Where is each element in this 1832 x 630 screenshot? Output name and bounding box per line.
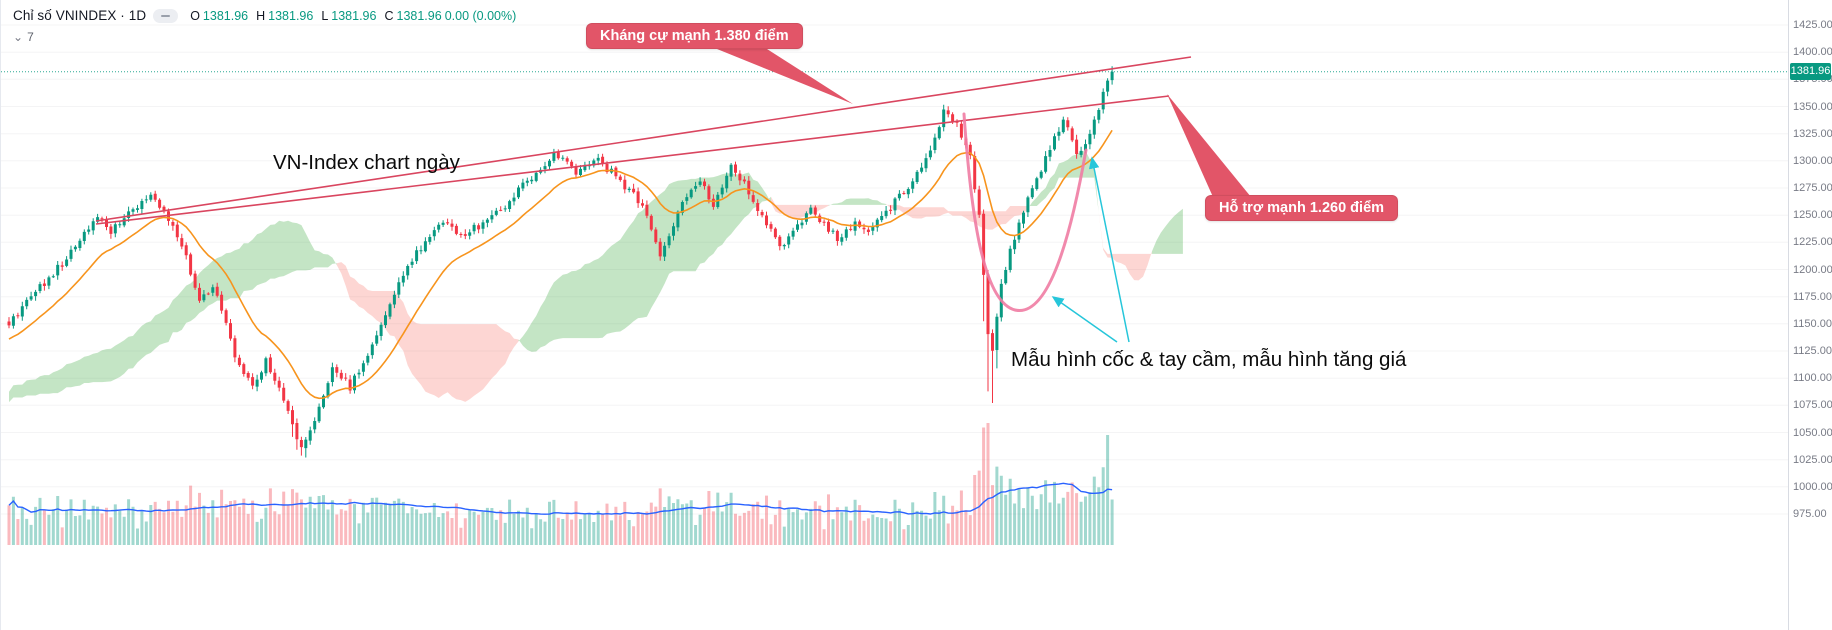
price-axis-label: 1125.00 [1793, 345, 1832, 357]
price-axis[interactable]: 1381.96 1425.001400.001375.001350.001325… [1788, 0, 1832, 630]
minus-icon [161, 14, 171, 17]
legend-more-button[interactable] [153, 8, 179, 23]
price-axis-label: 1300.00 [1793, 154, 1832, 167]
volume-ma-line [8, 482, 1113, 515]
price-axis-label: 1275.00 [1793, 182, 1832, 194]
arrow-to-cup-bottom[interactable] [1051, 296, 1118, 343]
price-axis-label: 1425.00 [1793, 19, 1832, 31]
cup-and-handle-outline[interactable] [962, 112, 1088, 312]
trendline-upper[interactable] [95, 56, 1192, 222]
volume-bars-up [11, 435, 1114, 545]
high-value: 1381.96 [268, 8, 314, 23]
change-value: 0.00 (0.00%) [444, 8, 517, 23]
price-axis-label: 1400.00 [1793, 46, 1832, 59]
ichimoku-cloud-bearish [336, 196, 1152, 402]
arrow-to-handle[interactable] [1088, 156, 1130, 343]
price-axis-label: 1350.00 [1793, 100, 1832, 113]
close-label: C [384, 8, 394, 23]
indicator-count: 7 [27, 30, 34, 44]
candle-bodies-up [11, 71, 1114, 449]
close-value: 1381.96 [396, 8, 442, 23]
low-value: 1381.96 [331, 8, 377, 23]
open-label: O [190, 8, 200, 23]
ohlc-values: O 1381.96 H 1381.96 L 1381.96 C 1381.96 0.00… [185, 9, 516, 23]
symbol-title[interactable]: Chỉ số VNINDEX · 1D [13, 8, 147, 23]
high-label: H [256, 8, 266, 23]
price-axis-label: 1150.00 [1793, 317, 1832, 330]
resistance-callout-tail [717, 49, 853, 104]
candle-wicks-up [12, 66, 1113, 458]
annotation-chart-title[interactable]: VN-Index chart ngày [273, 151, 460, 174]
indicators-collapse-toggle[interactable]: ⌄ 7 [13, 30, 47, 44]
price-axis-label: 1200.00 [1793, 263, 1832, 276]
support-callout-tail [1167, 94, 1251, 197]
low-label: L [321, 8, 329, 23]
price-axis-label: 1025.00 [1793, 453, 1832, 466]
chevron-down-icon: ⌄ [13, 30, 24, 44]
trendline-lower[interactable] [95, 95, 1170, 225]
annotation-pattern[interactable]: Mẫu hình cốc & tay cầm, mẫu hình tăng gi… [1011, 348, 1407, 371]
support-callout[interactable]: Hỗ trợ mạnh 1.260 điểm [1205, 195, 1399, 221]
resistance-callout[interactable]: Kháng cự mạnh 1.380 điểm [586, 23, 803, 49]
price-axis-label: 975.00 [1793, 508, 1827, 520]
price-axis-label: 1050.00 [1793, 426, 1832, 439]
candle-wicks-down [8, 106, 1078, 456]
price-axis-label: 1250.00 [1793, 209, 1832, 222]
price-axis-label: 1175.00 [1793, 290, 1832, 303]
volume-bars-down [7, 423, 1079, 545]
ichimoku-cloud-bullish [9, 151, 1183, 403]
price-axis-label: 1000.00 [1793, 480, 1832, 493]
last-price-badge: 1381.96 [1790, 62, 1831, 80]
price-axis-label: 1325.00 [1793, 127, 1832, 140]
price-axis-label: 1075.00 [1793, 399, 1832, 412]
open-value: 1381.96 [202, 8, 249, 23]
price-axis-label: 1100.00 [1793, 372, 1832, 385]
price-axis-label: 1225.00 [1793, 236, 1832, 249]
ma-line-orange [8, 129, 1113, 400]
